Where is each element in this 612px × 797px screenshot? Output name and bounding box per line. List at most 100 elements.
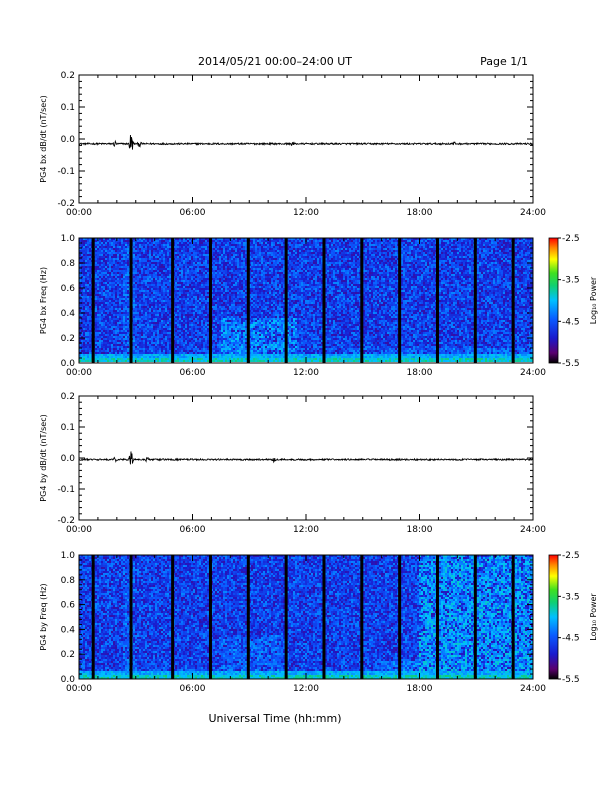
heatmap-cell — [231, 334, 233, 336]
heatmap-cell — [101, 256, 103, 258]
heatmap-cell — [121, 348, 123, 350]
heatmap-cell — [193, 354, 195, 356]
heatmap-cell — [159, 300, 161, 302]
heatmap-cell — [199, 332, 201, 334]
heatmap-cell — [193, 274, 195, 276]
heatmap-cell — [139, 302, 141, 304]
heatmap-cell — [207, 296, 209, 298]
heatmap-cell — [175, 300, 177, 302]
heatmap-cell — [219, 334, 221, 336]
heatmap-cell — [223, 338, 225, 340]
heatmap-cell — [105, 248, 107, 250]
heatmap-cell — [121, 352, 123, 354]
heatmap-cell — [105, 240, 107, 242]
heatmap-cell — [175, 344, 177, 346]
heatmap-cell — [143, 240, 145, 242]
heatmap-cell — [123, 300, 125, 302]
heatmap-cell — [217, 268, 219, 270]
heatmap-cell — [197, 240, 199, 242]
heatmap-cell — [133, 290, 135, 292]
heatmap-cell — [217, 352, 219, 354]
heatmap-cell — [189, 254, 191, 256]
heatmap-cell — [153, 356, 155, 358]
heatmap-cell — [89, 326, 91, 328]
heatmap-cell — [235, 250, 237, 252]
heatmap-cell — [227, 246, 229, 248]
heatmap-cell — [167, 316, 169, 318]
heatmap-cell — [207, 320, 209, 322]
heatmap-cell — [127, 308, 129, 310]
heatmap-cell — [197, 256, 199, 258]
heatmap-cell — [169, 308, 171, 310]
heatmap-cell — [187, 242, 189, 244]
heatmap-cell — [117, 352, 119, 354]
heatmap-cell — [175, 288, 177, 290]
heatmap-cell — [115, 290, 117, 292]
heatmap-cell — [143, 352, 145, 354]
heatmap-cell — [149, 318, 151, 320]
heatmap-cell — [141, 334, 143, 336]
heatmap-cell — [117, 308, 119, 310]
heatmap-cell — [99, 270, 101, 272]
heatmap-cell — [97, 290, 99, 292]
heatmap-cell — [219, 338, 221, 340]
heatmap-cell — [187, 316, 189, 318]
heatmap-cell — [103, 282, 105, 284]
heatmap-cell — [187, 278, 189, 280]
heatmap-cell — [115, 310, 117, 312]
heatmap-cell — [113, 344, 115, 346]
heatmap-cell — [115, 244, 117, 246]
heatmap-cell — [197, 272, 199, 274]
heatmap-cell — [213, 332, 215, 334]
heatmap-cell — [159, 246, 161, 248]
heatmap-cell — [227, 316, 229, 318]
heatmap-cell — [169, 270, 171, 272]
heatmap-cell — [123, 276, 125, 278]
heatmap-cell — [185, 338, 187, 340]
heatmap-cell — [85, 318, 87, 320]
heatmap-cell — [231, 340, 233, 342]
heatmap-cell — [165, 240, 167, 242]
heatmap-cell — [203, 334, 205, 336]
heatmap-cell — [223, 320, 225, 322]
heatmap-cell — [147, 304, 149, 306]
heatmap-cell — [139, 290, 141, 292]
heatmap-cell — [167, 314, 169, 316]
heatmap-cell — [205, 340, 207, 342]
heatmap-cell — [99, 244, 101, 246]
heatmap-cell — [85, 360, 87, 362]
heatmap-cell — [151, 336, 153, 338]
heatmap-cell — [139, 314, 141, 316]
heatmap-cell — [225, 254, 227, 256]
heatmap-cell — [161, 266, 163, 268]
heatmap-cell — [197, 346, 199, 348]
heatmap-cell — [193, 250, 195, 252]
heatmap-cell — [87, 308, 89, 310]
heatmap-cell — [105, 322, 107, 324]
heatmap-cell — [207, 322, 209, 324]
heatmap-cell — [107, 342, 109, 344]
heatmap-cell — [117, 346, 119, 348]
heatmap-cell — [215, 258, 217, 260]
heatmap-cell — [107, 264, 109, 266]
heatmap-cell — [99, 348, 101, 350]
heatmap-cell — [175, 270, 177, 272]
heatmap-cell — [187, 254, 189, 256]
heatmap-cell — [165, 324, 167, 326]
heatmap-cell — [229, 242, 231, 244]
heatmap-cell — [101, 286, 103, 288]
heatmap-cell — [195, 354, 197, 356]
heatmap-cell — [167, 328, 169, 330]
heatmap-cell — [85, 274, 87, 276]
heatmap-cell — [181, 282, 183, 284]
heatmap-cell — [179, 330, 181, 332]
heatmap-cell — [83, 280, 85, 282]
heatmap-cell — [155, 248, 157, 250]
heatmap-cell — [117, 298, 119, 300]
heatmap-cell — [121, 340, 123, 342]
heatmap-cell — [141, 298, 143, 300]
heatmap-cell — [159, 306, 161, 308]
heatmap-cell — [147, 330, 149, 332]
heatmap-cell — [177, 240, 179, 242]
heatmap-cell — [127, 312, 129, 314]
